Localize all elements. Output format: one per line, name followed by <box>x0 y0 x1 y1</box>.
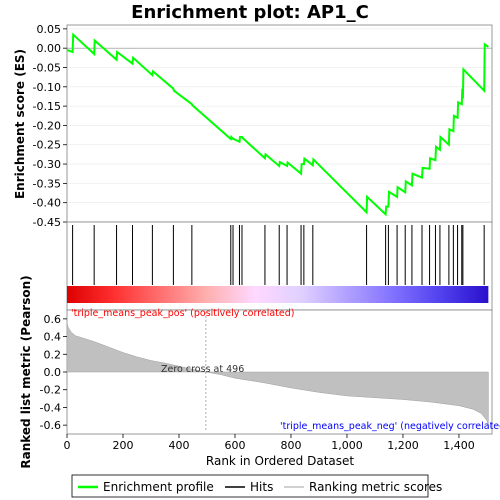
hits-marks <box>72 225 485 285</box>
es-tick-label: -0.45 <box>33 216 61 229</box>
metric-tick-label: 0.0 <box>44 366 62 379</box>
rank-colorbar <box>67 286 489 303</box>
es-tick-label: -0.15 <box>33 100 61 113</box>
metric-y-axis-label: Ranked list metric (Pearson) <box>19 275 33 468</box>
x-tick-label: 600 <box>224 439 245 452</box>
x-tick-label: 1,200 <box>387 439 419 452</box>
enrichment-profile-line <box>66 32 489 217</box>
metric-tick-label: -0.2 <box>40 384 61 397</box>
es-tick-label: -0.05 <box>33 61 61 74</box>
chart-title: Enrichment plot: AP1_C <box>131 2 369 23</box>
metric-tick-label: -0.6 <box>40 419 61 432</box>
es-tick-label: -0.40 <box>33 197 61 210</box>
legend-hits-label: Hits <box>250 480 273 494</box>
zero-cross-label: Zero cross at 496 <box>161 364 244 375</box>
es-tick-label: 0.00 <box>37 42 62 55</box>
metric-y-ticks: 0.6 0.4 0.2 0.0 -0.2 -0.4 -0.6 <box>40 313 67 432</box>
es-y-axis-label: Enrichment score (ES) <box>13 49 27 199</box>
es-tick-label: -0.20 <box>33 119 61 132</box>
es-y-ticks: 0.05 0.00 -0.05 -0.10 -0.15 -0.20 -0.25 -0.30 -0… <box>33 23 67 229</box>
x-ticks: 0 200 400 600 800 1,000 1,200 1,400 <box>64 434 475 452</box>
es-tick-label: -0.10 <box>33 81 61 94</box>
metric-tick-label: -0.4 <box>40 401 61 414</box>
legend-box <box>71 474 429 498</box>
x-axis-label: Rank in Ordered Dataset <box>206 454 354 468</box>
x-tick-label: 800 <box>280 439 301 452</box>
negative-correlation-label: 'triple_means_peak_neg' (negatively corr… <box>280 421 500 432</box>
metric-tick-label: 0.6 <box>44 313 62 326</box>
es-panel-frame <box>66 24 493 223</box>
es-tick-label: -0.35 <box>33 177 61 190</box>
x-tick-label: 0 <box>64 439 71 452</box>
x-tick-label: 1,400 <box>443 439 475 452</box>
positive-correlation-label: 'triple_means_peak_pos' (positively corr… <box>71 308 295 319</box>
es-tick-label: -0.30 <box>33 158 61 171</box>
legend-enrichment-label: Enrichment profile <box>103 480 214 494</box>
metric-tick-label: 0.2 <box>44 348 62 361</box>
ranking-metric-area <box>66 323 489 427</box>
es-tick-label: 0.05 <box>37 23 62 36</box>
metric-tick-label: 0.4 <box>44 331 62 344</box>
es-tick-label: -0.25 <box>33 139 61 152</box>
x-tick-label: 400 <box>168 439 189 452</box>
x-tick-label: 200 <box>112 439 133 452</box>
x-tick-label: 1,000 <box>331 439 363 452</box>
legend-metric-label: Ranking metric scores <box>309 480 442 494</box>
